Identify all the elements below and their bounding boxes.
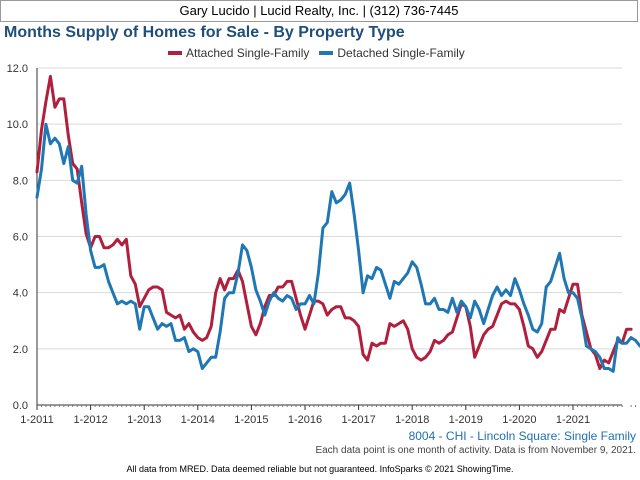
- x-tick-label: 1-2017: [341, 414, 375, 426]
- series-line-attached[interactable]: [35, 74, 633, 370]
- y-tick-label: 8.0: [13, 175, 28, 187]
- y-tick-label: 10.0: [7, 119, 28, 131]
- series-lines: [35, 74, 640, 373]
- x-tick-label: 1-2021: [556, 414, 590, 426]
- y-tick-label: 2.0: [13, 344, 28, 356]
- x-tick-label: 1-2013: [127, 414, 161, 426]
- y-tick-label: 12.0: [7, 63, 28, 75]
- chart-legend: Attached Single-Family Detached Single-F…: [168, 46, 475, 60]
- x-tick-label: 1-2012: [73, 414, 107, 426]
- series-line-detached[interactable]: [35, 122, 640, 373]
- chart-caption: 8004 - CHI - Lincoln Square: Single Fami…: [408, 429, 636, 443]
- x-tick-label: 1-2018: [395, 414, 429, 426]
- x-axis-ticks: 1-2011 1-2012 1-2013 1-2014 1-2015 1-2016 1-20…: [20, 405, 637, 426]
- y-tick-label: 6.0: [13, 232, 28, 244]
- footer-disclaimer: All data from MRED. Data deemed reliable…: [126, 464, 514, 474]
- legend-label-detached: Detached Single-Family: [337, 46, 465, 60]
- x-tick-label: 1-2020: [502, 414, 536, 426]
- y-tick-label: 0.0: [13, 400, 28, 412]
- axes: [36, 68, 622, 406]
- legend-swatch-attached: [168, 51, 182, 55]
- legend-swatch-detached: [319, 51, 334, 55]
- y-tick-label: 4.0: [13, 288, 28, 300]
- legend-item-detached[interactable]: Detached Single-Family: [319, 46, 465, 60]
- chart-title: Months Supply of Homes for Sale - By Pro…: [4, 24, 405, 41]
- data-note: Each data point is one month of activity…: [315, 445, 636, 456]
- legend-item-attached[interactable]: Attached Single-Family: [168, 46, 309, 60]
- x-tick-label: 1-2014: [181, 414, 215, 426]
- grid-lines: [37, 67, 622, 350]
- x-tick-label: 1-2016: [288, 414, 322, 426]
- y-axis-ticks: 0.0 2.0 4.0 6.0 8.0 10.0 12.0: [7, 63, 28, 412]
- x-tick-label: 1-2011: [20, 414, 53, 426]
- header-text: Gary Lucido | Lucid Realty, Inc. | (312)…: [179, 3, 459, 18]
- x-tick-label: 1-2019: [449, 414, 483, 426]
- header-banner: Gary Lucido | Lucid Realty, Inc. | (312)…: [0, 0, 638, 22]
- x-tick-label: 1-2015: [234, 414, 268, 426]
- legend-label-attached: Attached Single-Family: [186, 46, 310, 60]
